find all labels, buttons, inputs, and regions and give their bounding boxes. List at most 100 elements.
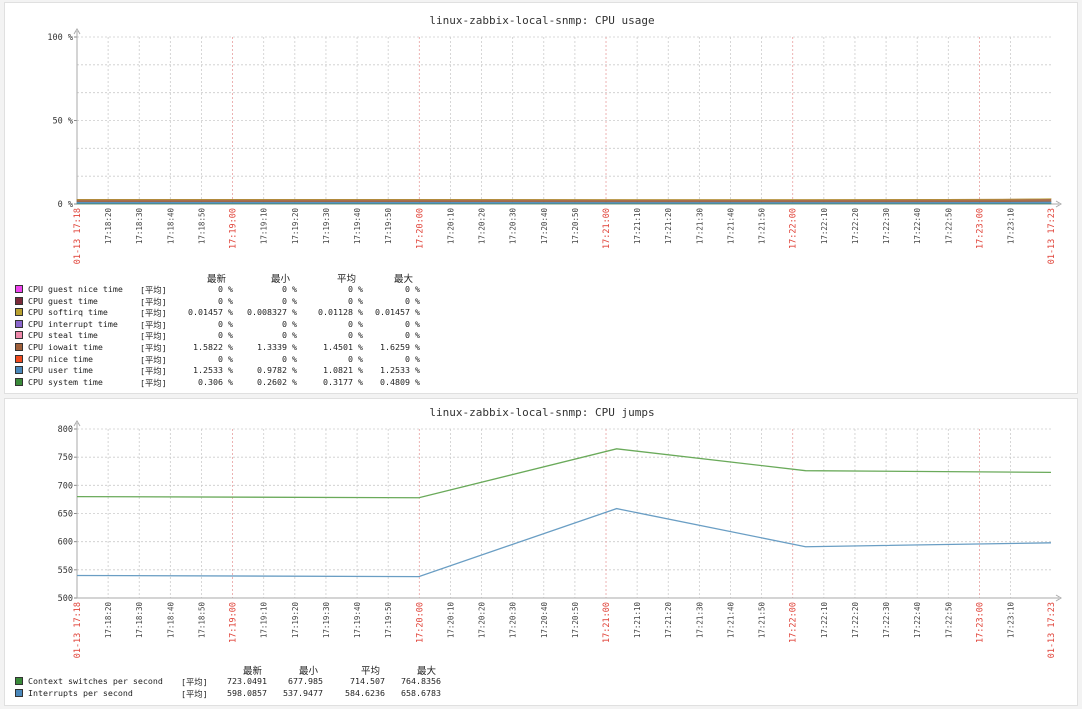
legend-last-value: 1.5822 % (193, 342, 233, 352)
legend-min-value: 0 % (282, 284, 297, 294)
legend-row: CPU user time [平均] 1.2533 % 0.9782 % 1.0821 … (15, 365, 515, 376)
x-tick-label: 17:18:50 (197, 602, 206, 639)
cpu-jumps-graph-panel: linux-zabbix-local-snmp: CPU jumps 800 750… (4, 398, 1078, 706)
legend-min-value: 537.9477 (283, 688, 323, 698)
x-tick-label: 17:23:10 (1007, 602, 1016, 639)
legend-swatch (15, 308, 23, 317)
legend-header: 最大 (417, 666, 437, 677)
legend-header: 最大 (394, 274, 414, 285)
x-tick-label: 17:19:00 (229, 208, 239, 249)
legend-header: 最新 (207, 274, 227, 285)
x-tick-label: 17:21:10 (633, 208, 642, 245)
legend-max-value: 0.4809 % (380, 376, 420, 387)
chart-title: linux-zabbix-local-snmp: CPU jumps (429, 406, 654, 419)
x-tick-label: 17:21:50 (758, 208, 767, 245)
legend-max-value: 0 % (405, 295, 420, 306)
x-tick-label: 17:19:20 (291, 602, 300, 639)
x-tick-label: 17:20:00 (415, 602, 425, 643)
legend-swatch (15, 319, 23, 328)
legend-row: CPU guest time [平均] 0 % 0 % 0 % 0 % (15, 296, 515, 307)
legend-series-name: CPU guest nice time (28, 284, 123, 294)
legend-series-name: Context switches per second (28, 676, 163, 686)
legend-swatch (15, 366, 23, 375)
y-tick-label: 100 % (47, 33, 73, 43)
y-tick-label: 500 (58, 594, 73, 604)
legend-row: CPU guest nice time [平均] 0 % 0 % 0 % 0 % (15, 284, 515, 295)
legend-last-value: 723.0491 (227, 676, 267, 686)
legend-min-value: 0.9782 % (257, 365, 297, 376)
y-tick-label: 0 % (58, 200, 73, 210)
legend-function: [平均] (140, 366, 167, 377)
legend-last-value: 598.0857 (227, 688, 267, 698)
legend-swatch (15, 677, 23, 685)
x-tick-label: 17:21:00 (602, 602, 612, 643)
series-area (76, 198, 1052, 200)
legend-swatch (15, 377, 23, 386)
x-tick-label: 17:20:40 (540, 602, 549, 639)
legend-row: CPU steal time [平均] 0 % 0 % 0 % 0 % (15, 330, 515, 341)
x-tick-label: 17:18:30 (135, 208, 144, 245)
legend-row: Interrupts per second [平均] 598.0857 537.947… (15, 688, 515, 699)
legend-avg-value: 0 % (348, 353, 363, 364)
x-tick-label: 17:19:30 (322, 602, 331, 639)
legend-last-value: 1.2533 % (193, 365, 233, 376)
x-tick-label: 17:20:10 (446, 208, 455, 245)
x-tick-label: 17:22:10 (820, 208, 829, 245)
legend-last-value: 0 % (218, 330, 233, 341)
x-tick-label: 17:18:50 (197, 208, 206, 245)
legend-avg-value: 1.4501 % (323, 342, 363, 352)
legend-avg-value: 0 % (348, 318, 363, 329)
x-end-label: 01-13 17:23 (1047, 208, 1057, 264)
x-tick-label: 17:20:30 (509, 208, 518, 245)
legend-series-name: CPU softirq time (28, 307, 108, 318)
x-tick-label: 17:22:50 (944, 602, 953, 639)
chart-title: linux-zabbix-local-snmp: CPU usage (429, 14, 654, 27)
x-tick-label: 17:21:40 (726, 208, 735, 245)
x-tick-label: 17:23:00 (975, 602, 985, 643)
x-tick-label: 17:22:50 (944, 208, 953, 245)
legend-series-name: CPU steal time (28, 330, 98, 341)
y-tick-label: 600 (58, 538, 73, 548)
legend-function: [平均] (140, 319, 167, 330)
legend-max-value: 1.6259 % (380, 342, 420, 352)
legend-last-value: 0 % (218, 318, 233, 329)
x-tick-label: 17:19:30 (322, 208, 331, 245)
legend-min-value: 1.3339 % (257, 342, 297, 352)
y-tick-label: 650 (58, 510, 73, 520)
x-tick-label: 17:22:20 (851, 602, 860, 639)
legend-row: CPU nice time [平均] 0 % 0 % 0 % 0 % (15, 354, 515, 365)
x-tick-label: 17:20:20 (478, 208, 487, 245)
cpu-usage-chart: linux-zabbix-local-snmp: CPU usage 100 % 5… (47, 14, 1062, 264)
legend-max-value: 0 % (405, 353, 420, 364)
legend-last-value: 0.01457 % (188, 307, 233, 318)
legend-avg-value: 584.6236 (345, 688, 385, 698)
legend-min-value: 0 % (282, 295, 297, 306)
x-tick-label: 17:18:40 (166, 208, 175, 245)
legend-last-value: 0.306 % (198, 376, 233, 387)
legend-avg-value: 0.01128 % (318, 307, 363, 318)
x-tick-label: 17:19:40 (353, 602, 362, 639)
x-tick-label: 17:22:30 (882, 602, 891, 639)
legend-function: [平均] (140, 296, 167, 307)
x-end-label: 01-13 17:23 (1047, 602, 1057, 658)
legend-function: [平均] (140, 308, 167, 319)
x-tick-label: 17:22:40 (913, 208, 922, 245)
legend-row: Context switches per second [平均] 723.0491 6… (15, 676, 515, 687)
legend-series-name: CPU user time (28, 365, 93, 376)
legend-max-value: 0.01457 % (375, 307, 420, 318)
legend-function: [平均] (181, 677, 208, 687)
series-line (76, 507, 1052, 578)
x-tick-label: 17:22:10 (820, 602, 829, 639)
x-tick-label: 17:21:20 (664, 208, 673, 245)
legend-swatch (15, 285, 23, 293)
x-tick-label: 17:18:20 (104, 602, 113, 639)
legend-header: 最小 (299, 666, 319, 677)
legend-last-value: 0 % (218, 353, 233, 364)
x-tick-label: 17:19:40 (353, 208, 362, 245)
x-start-label: 01-13 17:18 (73, 208, 83, 264)
legend-series-name: CPU system time (28, 376, 103, 387)
x-tick-label: 17:18:30 (135, 602, 144, 639)
legend-avg-value: 0 % (348, 330, 363, 341)
legend-series-name: Interrupts per second (28, 688, 133, 698)
x-tick-label: 17:19:50 (384, 602, 393, 639)
